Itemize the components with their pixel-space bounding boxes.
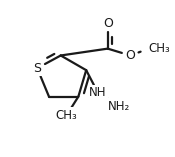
Text: NH₂: NH₂ (108, 100, 131, 113)
Text: NH: NH (89, 86, 107, 99)
Text: S: S (33, 62, 41, 75)
Text: O: O (125, 49, 135, 62)
Text: CH₃: CH₃ (149, 42, 171, 55)
Text: O: O (103, 17, 113, 30)
Text: CH₃: CH₃ (56, 109, 78, 122)
